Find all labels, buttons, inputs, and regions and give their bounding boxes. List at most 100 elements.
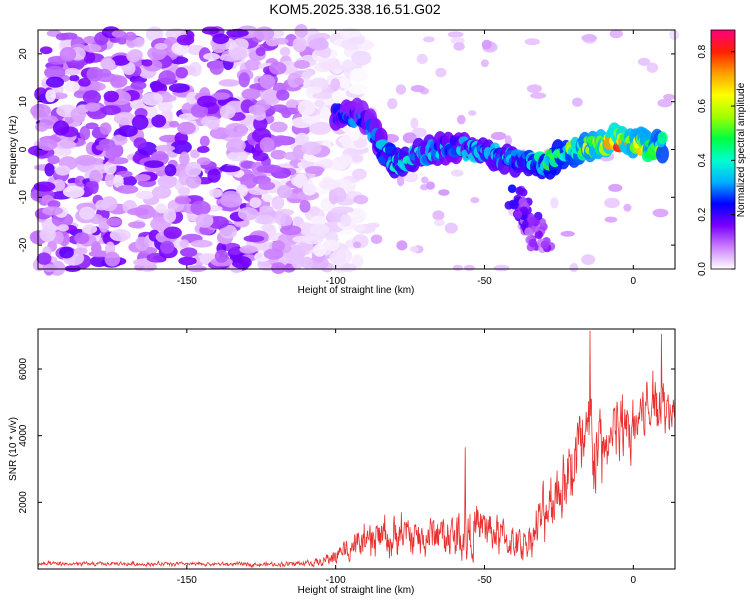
spectrogram-cell xyxy=(550,197,559,209)
spectrogram-cell xyxy=(338,76,351,89)
spectrogram-cell xyxy=(528,238,537,248)
spectrogram-cell xyxy=(657,131,668,145)
spectrogram-cell xyxy=(100,58,116,71)
spectrogram-cell xyxy=(248,104,266,116)
spectrogram-cell xyxy=(351,50,372,66)
spectrogram-cell xyxy=(244,59,262,71)
spectrogram-cell xyxy=(569,263,579,273)
spectrogram-cell xyxy=(313,243,326,257)
spectrogram-cell xyxy=(468,110,477,116)
spectrogram-cell xyxy=(197,95,217,108)
spectrogram-cell xyxy=(341,133,352,149)
colorbar-gradient xyxy=(710,29,736,270)
spectrogram-cell xyxy=(294,77,304,85)
spectrogram-heatmap xyxy=(28,24,680,276)
spectrogram-cell xyxy=(190,239,213,248)
spectrogram-cell xyxy=(62,185,85,199)
spectrogram-cell xyxy=(91,241,102,256)
spectrogram-cell xyxy=(111,55,131,66)
spectrogram-cell xyxy=(141,92,163,106)
spectrogram-cell xyxy=(52,120,70,136)
spectrogram-cell xyxy=(231,256,252,269)
spectrogram-cell xyxy=(39,46,53,55)
spectrogram-cell xyxy=(241,88,261,100)
spectrogram-cell xyxy=(185,161,202,178)
spectrogram-cell xyxy=(335,248,353,264)
spectrogram-y-label: Frequency (Hz) xyxy=(8,116,19,185)
spectrogram-cell xyxy=(423,36,435,43)
spectrogram-cell xyxy=(159,176,178,183)
spectrogram-y-tick-label: -20 xyxy=(18,237,29,252)
spectrogram-cell xyxy=(144,160,164,169)
spectrogram-cell xyxy=(530,92,547,99)
spectrogram-cell xyxy=(652,208,669,218)
spectrogram-cell xyxy=(604,216,618,223)
spectrogram-cell xyxy=(301,71,312,80)
spectrogram-cell xyxy=(276,89,290,101)
spectrogram-cell xyxy=(100,105,121,116)
spectrogram-cell xyxy=(256,214,274,225)
spectrogram-cell xyxy=(84,102,101,112)
spectrogram-cell xyxy=(211,42,226,54)
spectrogram-cell xyxy=(207,168,221,183)
spectrogram-cell xyxy=(301,256,314,269)
spectrogram-cell xyxy=(74,247,88,255)
colorbar-tick-label: 0.6 xyxy=(697,99,708,113)
spectrogram-cell xyxy=(519,206,529,215)
spectrogram-cell xyxy=(214,249,229,263)
spectrogram-cell xyxy=(452,264,463,271)
spectrogram-cell xyxy=(39,226,56,242)
snr-x-tick-label: 0 xyxy=(631,575,637,586)
snr-panel: -150 -100 -50 0 2000 4000 6000 Height of stra… xyxy=(8,328,676,596)
spectrogram-cell xyxy=(524,227,533,236)
spectrogram-cell xyxy=(302,182,317,196)
spectrogram-cell xyxy=(330,78,341,92)
spectrogram-cell xyxy=(209,188,223,198)
spectrogram-cell xyxy=(196,157,211,166)
spectrogram-cell xyxy=(130,81,147,90)
spectrogram-cell xyxy=(318,179,342,190)
spectrogram-cell xyxy=(86,181,99,189)
spectrogram-cell xyxy=(507,184,517,193)
spectrogram-cell xyxy=(47,155,60,165)
spectrogram-cell xyxy=(313,99,325,108)
spectrogram-cell xyxy=(131,114,149,130)
spectrogram-cell xyxy=(279,46,291,57)
spectrogram-cell xyxy=(190,104,209,118)
spectrogram-cell xyxy=(82,90,101,105)
spectrogram-cell xyxy=(299,200,311,213)
spectrogram-cell xyxy=(341,59,355,73)
spectrogram-cell xyxy=(89,169,102,185)
spectrogram-cell xyxy=(450,36,465,45)
snr-y-tick-label: 6000 xyxy=(18,357,29,380)
spectrogram-cell xyxy=(322,239,340,251)
spectrogram-cell xyxy=(190,200,211,216)
colorbar-tick-label: 0.4 xyxy=(697,153,708,167)
spectrogram-cell xyxy=(30,104,52,118)
spectrogram-cell xyxy=(124,31,137,41)
spectrogram-cell xyxy=(353,194,369,205)
spectrogram-cell xyxy=(218,79,240,87)
spectrogram-cell xyxy=(42,206,63,216)
spectrogram-cell xyxy=(86,66,104,82)
spectrogram-cell xyxy=(237,207,259,221)
snr-y-tick-label: 4000 xyxy=(18,424,29,447)
spectrogram-cell xyxy=(338,154,353,167)
spectrogram-cell xyxy=(402,132,417,144)
spectrogram-cell xyxy=(229,247,242,256)
spectrogram-cell xyxy=(463,264,475,271)
spectrogram-cell xyxy=(59,47,77,62)
spectrogram-cell xyxy=(254,26,275,41)
snr-x-label: Height of straight line (km) xyxy=(298,585,415,596)
spectrogram-cell xyxy=(249,197,262,209)
spectrogram-cell xyxy=(122,61,136,75)
spectrogram-cell xyxy=(83,50,96,64)
spectrogram-cell xyxy=(164,164,177,177)
spectrogram-cell xyxy=(291,176,308,187)
spectrogram-cell xyxy=(95,144,111,151)
spectrogram-cell xyxy=(209,60,224,75)
spectrogram-x-label: Height of straight line (km) xyxy=(298,285,415,296)
spectrogram-cell xyxy=(519,188,528,197)
spectrogram-cell xyxy=(396,240,408,251)
